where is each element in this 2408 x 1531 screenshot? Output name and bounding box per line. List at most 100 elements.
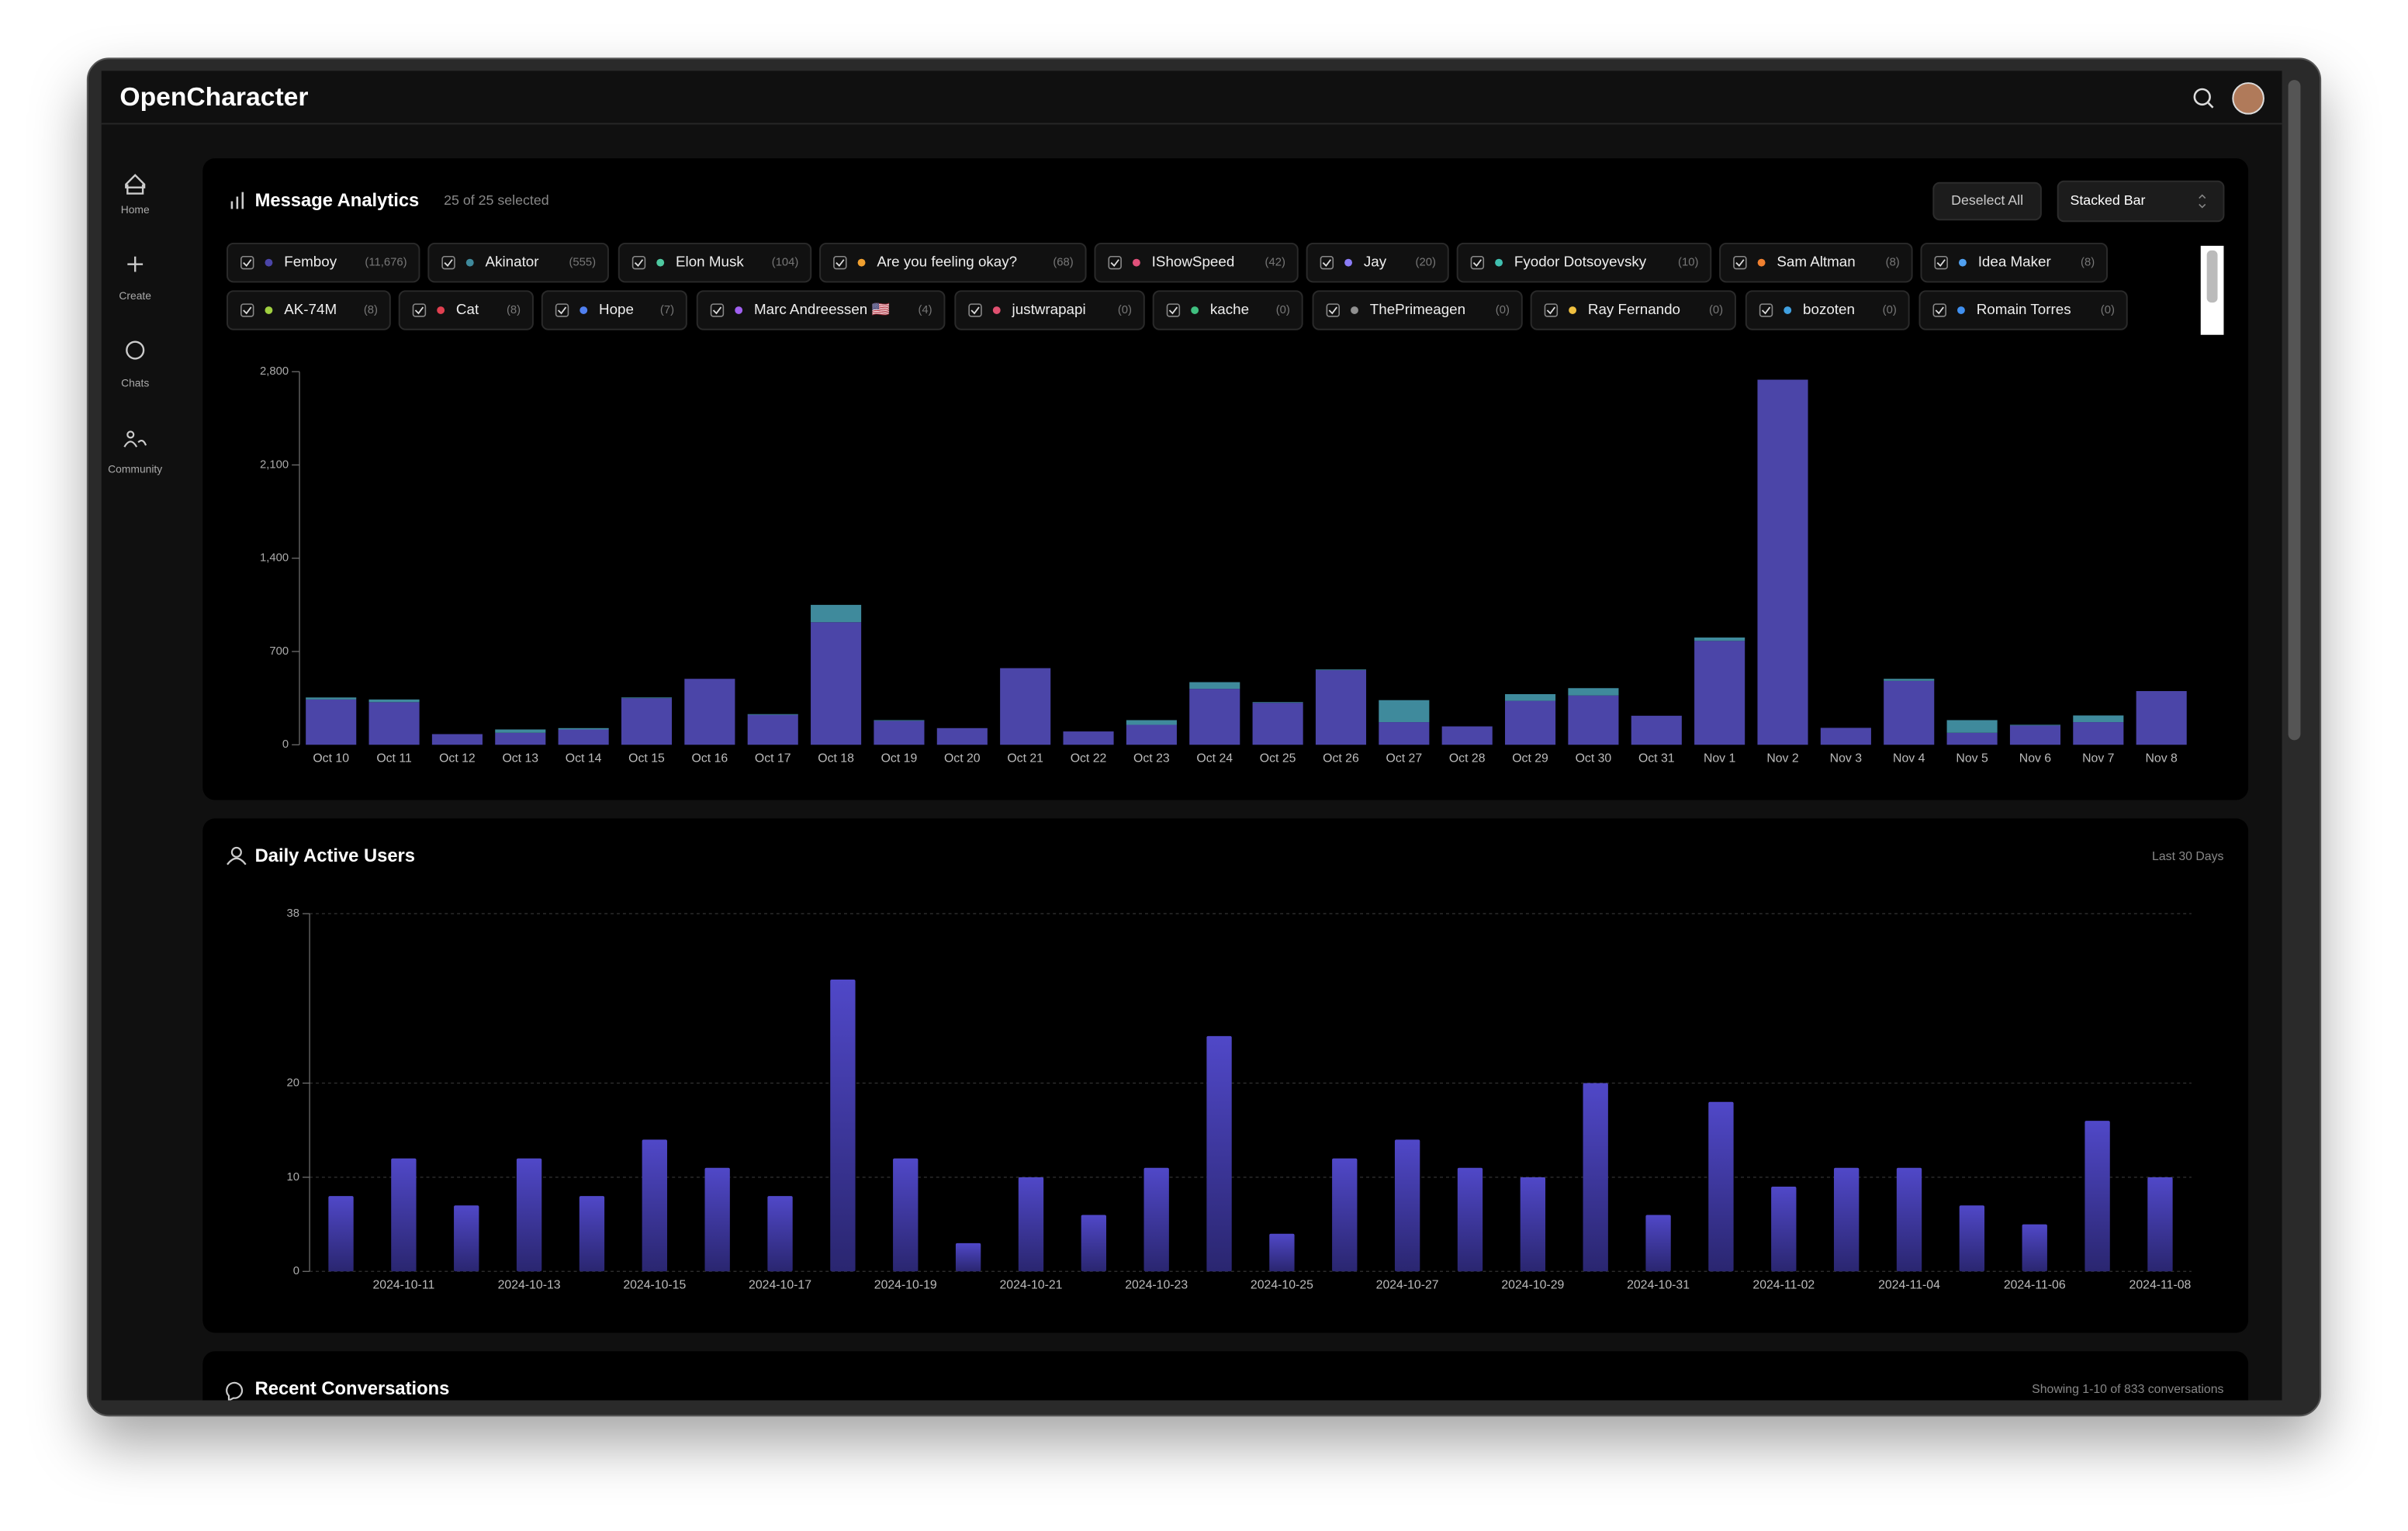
x-tick-label: Oct 28 [1449,752,1486,765]
chip-checkbox [1759,303,1773,317]
bar-segment [495,732,546,745]
chart-mode-select[interactable] [2057,180,2225,223]
chip-dot [1784,306,1792,314]
chip-check [557,306,567,315]
filter-chip[interactable] [696,290,946,330]
chip-count: (4) [918,304,932,316]
filter-chip[interactable] [954,290,1145,330]
chip-dot [1569,306,1577,314]
chip-checkbox [1544,303,1559,317]
avatar[interactable] [2232,82,2264,115]
bar [1520,1177,1546,1272]
filter-chip[interactable] [1719,242,1913,283]
chip-name: Ray Fernando [1588,301,1680,317]
x-tick-label: 2024-10-15 [623,1278,686,1291]
chip-dot [1191,306,1199,314]
filter-chip[interactable] [1456,242,1712,283]
chip-checkbox [1932,303,1946,317]
bar-segment [811,604,862,623]
x-tick-label: Nov 4 [1893,752,1925,765]
x-tick-label: 2024-11-08 [2129,1278,2192,1291]
chip-check [712,306,722,315]
filter-chip[interactable] [398,290,534,330]
filter-chip[interactable] [819,242,1087,283]
chip-scroll-thumb[interactable] [2206,250,2218,303]
bar-segment [495,729,546,733]
bar-segment [1884,680,1935,745]
search-icon[interactable] [2193,88,2211,106]
community-icon[interactable] [123,430,147,448]
chats-icon[interactable] [126,340,145,360]
filter-chip[interactable] [1152,290,1303,330]
chip-dot [656,258,665,267]
filter-chip[interactable] [226,290,391,330]
chip-count: (0) [1118,304,1132,316]
x-tick-label: Oct 29 [1512,752,1548,765]
users-icon-body [227,857,247,866]
nav-label[interactable]: Chats [121,377,149,389]
y-tick-label: 20 [287,1077,300,1089]
page-scrollbar[interactable] [2288,80,2301,741]
filter-chip[interactable] [1918,290,2128,330]
chip-name: Akinator [486,254,539,270]
chip-count: (7) [660,304,674,316]
deselect-button[interactable] [1932,181,2042,221]
bar-segment [1757,379,1808,745]
create-icon[interactable] [127,256,144,272]
x-tick-label: Oct 22 [1071,752,1107,765]
chip-dot [735,306,743,314]
filter-chip[interactable] [618,242,812,283]
chip-checkbox [1934,255,1948,270]
chip-dot [265,258,273,267]
x-tick-label: Oct 13 [502,752,538,765]
bar [1332,1158,1358,1272]
chip-check [1735,259,1745,267]
bar-segment [368,702,420,745]
chip-check [1935,306,1944,315]
x-tick-label: 2024-11-04 [1878,1278,1940,1291]
bar-segment [1505,700,1556,745]
filter-chip[interactable] [1920,242,2108,283]
x-tick-label: 2024-10-17 [749,1278,811,1291]
bar [1771,1187,1797,1272]
filter-chip[interactable] [1312,290,1523,330]
bar [1896,1167,1922,1272]
bar [1959,1205,1985,1272]
nav-label[interactable]: Community [108,463,162,475]
bar-segment [558,729,609,745]
chip-check [414,306,424,315]
chip-count: (8) [507,304,521,316]
filter-chip[interactable] [1745,290,1910,330]
bar-segment [306,699,357,745]
filter-chip[interactable] [226,242,420,283]
chip-name: Fyodor Dotsoyevsky [1514,254,1647,270]
filter-chip[interactable] [1530,290,1736,330]
x-tick-label: Nov 5 [1956,752,1988,765]
filter-chip[interactable] [541,290,687,330]
nav-label[interactable]: Create [119,289,151,302]
chip-count: (0) [1883,304,1897,316]
bar [1833,1167,1860,1272]
x-tick-label: Oct 24 [1196,752,1233,765]
chip-count: (8) [1886,257,1900,269]
home-icon[interactable] [125,174,146,195]
bar-segment [684,679,735,745]
chip-count: (0) [1276,304,1290,316]
bar [2085,1121,2110,1272]
analytics-icon [230,192,244,209]
chip-dot [580,306,588,314]
x-tick-label: Oct 23 [1133,752,1170,765]
bar-segment [1694,637,1745,641]
chip-name: IShowSpeed [1152,254,1235,270]
filter-chip[interactable] [1306,242,1449,283]
bar [1394,1139,1420,1272]
bar-segment [1441,726,1493,745]
chip-name: Idea Maker [1978,254,2051,270]
chip-count: (10) [1678,257,1698,269]
filter-chip[interactable] [427,242,609,283]
nav-label[interactable]: Home [121,203,150,216]
bar-segment [1884,679,1935,681]
brand[interactable]: OpenCharacter [119,83,308,112]
filter-chip[interactable] [1094,242,1299,283]
